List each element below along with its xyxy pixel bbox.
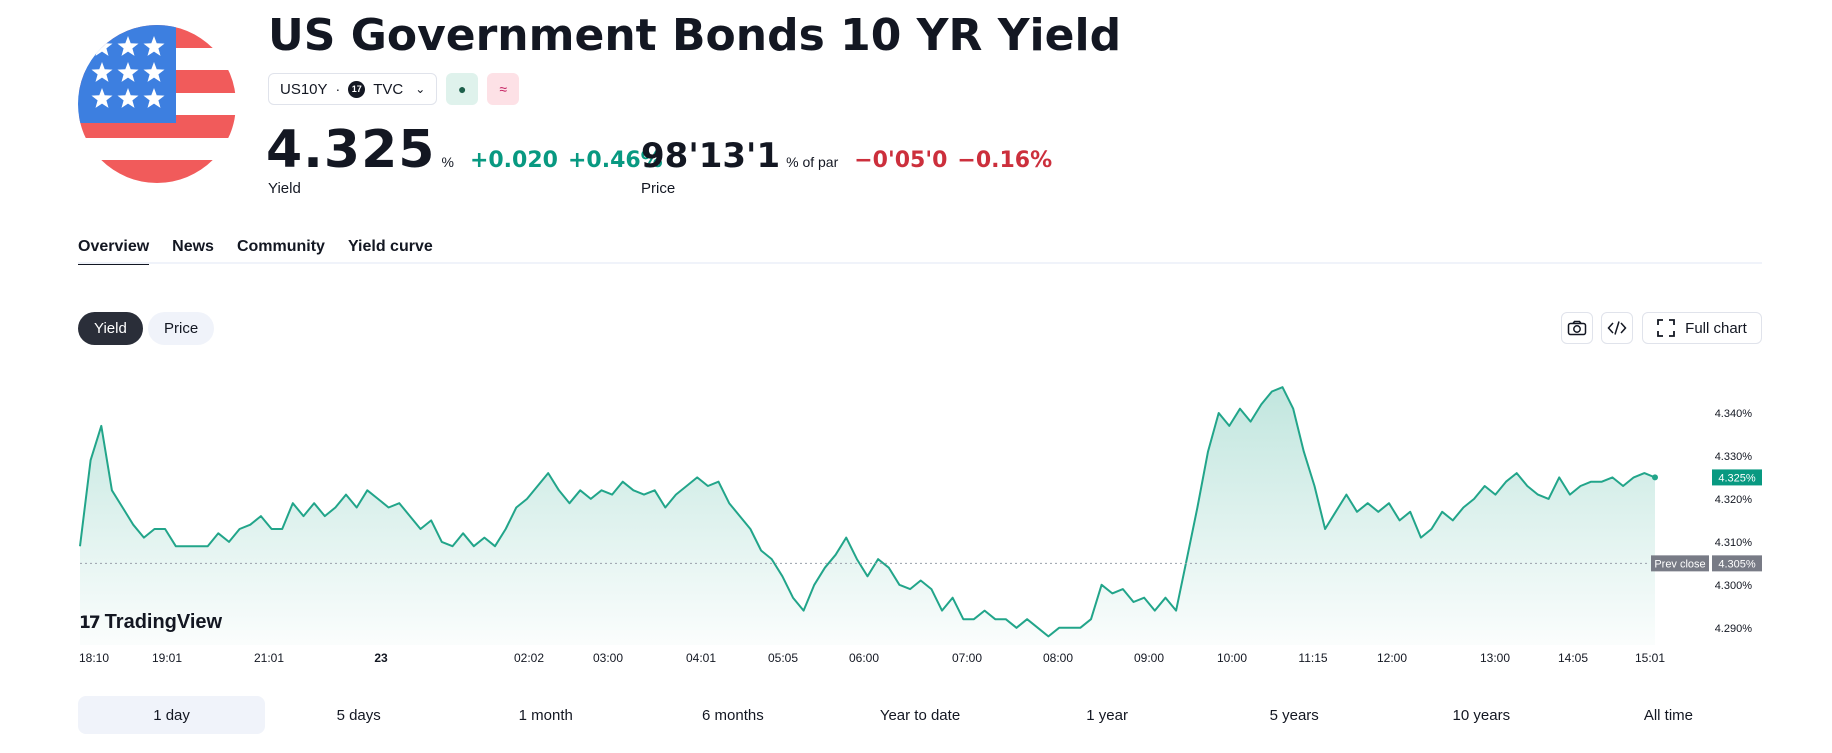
- yield-value: 4.325: [266, 120, 436, 180]
- yield-change: +0.020: [469, 148, 558, 173]
- yield-change-pct: +0.46%: [567, 148, 663, 173]
- flag-star: [117, 62, 139, 82]
- price-label: Price: [641, 180, 676, 197]
- symbol-separator: ·: [335, 81, 341, 97]
- price-change: −0'05'0: [854, 148, 948, 173]
- expand-icon: [1657, 319, 1676, 337]
- x-tick-label: 15:01: [1635, 651, 1665, 665]
- flag-star: [117, 88, 139, 108]
- tradingview-name: TradingView: [104, 611, 223, 633]
- symbol-selector[interactable]: US10Y · 17 TVC ⌄: [268, 73, 438, 105]
- symbol-ticker: US10Y: [280, 80, 328, 98]
- last-value-label: 4.325%: [1718, 472, 1756, 484]
- flag-star: [143, 36, 165, 56]
- x-tick-label: 02:02: [514, 651, 544, 665]
- toggle-yield-button[interactable]: Yield: [78, 312, 143, 345]
- y-tick-label: 4.330%: [1715, 451, 1753, 463]
- full-chart-button[interactable]: Full chart: [1642, 312, 1762, 344]
- prev-close-value-label-bg: [1712, 555, 1762, 572]
- approx-icon[interactable]: ≈: [487, 73, 520, 105]
- range-10-years[interactable]: 10 years: [1452, 706, 1511, 724]
- x-tick-label: 09:00: [1134, 651, 1164, 665]
- yield-quote: 4.325 % +0.020 +0.46%: [266, 120, 663, 180]
- code-icon[interactable]: [1601, 312, 1633, 344]
- x-tick-label: 07:00: [952, 651, 982, 665]
- y-tick-label: 4.320%: [1715, 494, 1753, 506]
- time-range-selector: 1 day 5 days 1 month 6 months Year to da…: [78, 696, 1762, 734]
- x-tick-label: 18:10: [79, 651, 109, 665]
- prev-close-label-bg: [1651, 555, 1709, 572]
- last-value-label-bg: [1712, 469, 1762, 486]
- full-chart-label: Full chart: [1685, 319, 1747, 337]
- chart-area-fill: [80, 387, 1655, 645]
- x-tick-label: 10:00: [1217, 651, 1247, 665]
- price-unit: % of par: [786, 154, 839, 170]
- yield-unit: %: [441, 154, 454, 170]
- flag-star: [117, 36, 139, 56]
- range-1-month[interactable]: 1 month: [518, 706, 573, 724]
- range-6-months[interactable]: 6 months: [702, 706, 764, 724]
- x-tick-label: 05:05: [768, 651, 798, 665]
- series-line: [79, 386, 1656, 638]
- range-all-time[interactable]: All time: [1643, 706, 1694, 724]
- tab-news[interactable]: News: [172, 238, 214, 255]
- range-1-year[interactable]: 1 year: [1086, 706, 1128, 724]
- price-quote: 98'13'1 % of par −0'05'0 −0.16%: [641, 136, 1052, 176]
- flag-star: [91, 88, 113, 108]
- x-tick-label: 08:00: [1043, 651, 1073, 665]
- x-tick-label: 23: [374, 651, 388, 665]
- range-1-day[interactable]: 1 day: [78, 696, 266, 734]
- x-tick-label: 19:01: [152, 651, 182, 665]
- symbol-row: US10Y · 17 TVC ⌄ ● ≈: [268, 73, 520, 105]
- camera-icon[interactable]: [1561, 312, 1593, 344]
- section-tabs: Overview News Community Yield curve: [78, 238, 433, 265]
- x-tick-label: 03:00: [593, 651, 623, 665]
- price-change-pct: −0.16%: [957, 148, 1053, 173]
- tradingview-logo: 17 TradingView: [79, 611, 222, 634]
- page-title: US Government Bonds 10 YR Yield: [268, 10, 1122, 61]
- us-flag-logo: [78, 25, 236, 183]
- x-tick-label: 06:00: [849, 651, 879, 665]
- flag-star: [143, 88, 165, 108]
- exchange-logo-icon: 17: [348, 80, 366, 98]
- tab-yield-curve[interactable]: Yield curve: [347, 238, 433, 255]
- toggle-price-button[interactable]: Price: [148, 312, 215, 345]
- x-tick-label: 04:01: [686, 651, 716, 665]
- flag-star: [143, 62, 165, 82]
- x-tick-label: 12:00: [1377, 651, 1407, 665]
- x-tick-label: 14:05: [1558, 651, 1588, 665]
- y-tick-label: 4.340%: [1715, 408, 1753, 420]
- flag-star: [91, 36, 113, 56]
- tab-community[interactable]: Community: [236, 238, 325, 255]
- exchange-name: TVC: [373, 80, 404, 98]
- x-tick-label: 21:01: [254, 651, 284, 665]
- range-year-to-date[interactable]: Year to date: [879, 706, 961, 724]
- x-tick-label: 11:15: [1298, 651, 1327, 665]
- prev-close-value-label: 4.305%: [1718, 558, 1756, 570]
- y-tick-label: 4.310%: [1715, 537, 1753, 549]
- y-tick-label: 4.290%: [1715, 623, 1753, 635]
- tradingview-mark-icon: 17: [79, 612, 101, 633]
- last-point: [1652, 474, 1658, 481]
- market-status-dot-icon[interactable]: ●: [446, 73, 479, 105]
- range-5-days[interactable]: 5 days: [336, 706, 381, 724]
- chevron-down-icon: ⌄: [415, 82, 426, 96]
- prev-close-label: Prev close: [1654, 558, 1705, 570]
- tabs-divider: [78, 262, 1762, 264]
- y-tick-label: 4.300%: [1715, 580, 1753, 592]
- yield-label: Yield: [268, 180, 301, 197]
- price-value: 98'13'1: [641, 136, 781, 176]
- x-tick-label: 13:00: [1480, 651, 1510, 665]
- flag-star: [91, 62, 113, 82]
- range-5-years[interactable]: 5 years: [1269, 706, 1319, 724]
